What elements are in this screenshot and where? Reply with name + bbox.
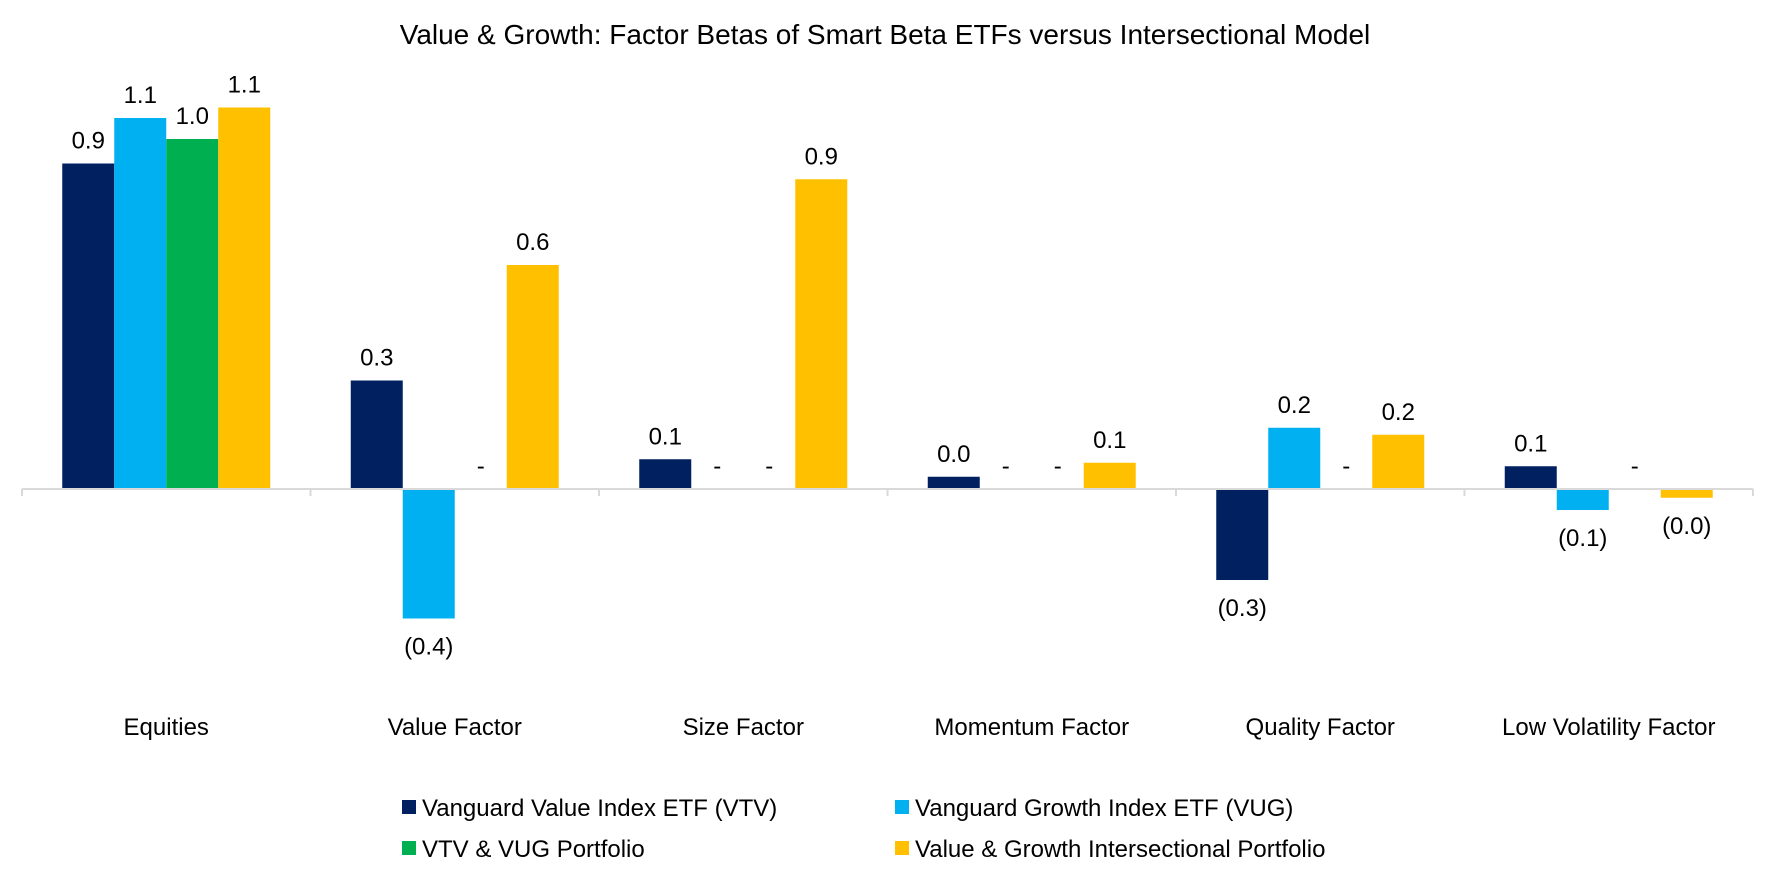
legend-label: Value & Growth Intersectional Portfolio xyxy=(915,836,1325,863)
data-label-vanguard-growth-index-etf-vug-low-volatility-factor: (0.1) xyxy=(1558,525,1607,552)
bar-value-growth-intersectional-portfolio-value-factor xyxy=(506,265,559,489)
x-axis: Equities Value Factor Size Factor Momentum … xyxy=(21,488,1754,741)
data-label-vtv-vug-portfolio-size-factor: - xyxy=(765,453,773,480)
legend-item-vanguard-value-index-etf-vtv: Vanguard Value Index ETF (VTV) xyxy=(402,795,777,822)
data-label-vanguard-value-index-etf-vtv-momentum-factor: 0.0 xyxy=(937,441,970,468)
data-label-vanguard-value-index-etf-vtv-equities: 0.9 xyxy=(72,128,105,155)
data-label-vanguard-growth-index-etf-vug-equities: 1.1 xyxy=(124,82,157,109)
legend-swatch xyxy=(402,841,416,855)
data-label-vanguard-value-index-etf-vtv-low-volatility-factor: 0.1 xyxy=(1514,430,1547,457)
bar-vanguard-growth-index-etf-vug-equities xyxy=(114,118,167,489)
bar-value-growth-intersectional-portfolio-quality-factor xyxy=(1372,434,1425,489)
legend-label: Vanguard Growth Index ETF (VUG) xyxy=(915,795,1293,822)
bar-vanguard-growth-index-etf-vug-value-factor xyxy=(402,489,455,619)
bar-vanguard-value-index-etf-vtv-quality-factor xyxy=(1216,489,1269,580)
category-label-value-factor: Value Factor xyxy=(388,714,522,741)
data-label-vanguard-growth-index-etf-vug-value-factor: (0.4) xyxy=(404,634,453,661)
data-label-value-growth-intersectional-portfolio-momentum-factor: 0.1 xyxy=(1093,427,1126,454)
data-label-value-growth-intersectional-portfolio-low-volatility-factor: (0.0) xyxy=(1662,513,1711,540)
data-label-vtv-vug-portfolio-quality-factor: - xyxy=(1342,453,1350,480)
data-label-vanguard-value-index-etf-vtv-value-factor: 0.3 xyxy=(360,345,393,372)
bar-vanguard-growth-index-etf-vug-quality-factor xyxy=(1268,427,1321,489)
legend-label: Vanguard Value Index ETF (VTV) xyxy=(422,795,777,822)
data-label-value-growth-intersectional-portfolio-size-factor: 0.9 xyxy=(805,143,838,170)
category-label-size-factor: Size Factor xyxy=(683,714,804,741)
data-labels-layer: 0.9 1.1 1.0 1.1 0.3 (0.4) - 0.6 0.1 - - 0.9 0.0 - - 0.1… xyxy=(72,72,1712,661)
bar-vanguard-value-index-etf-vtv-size-factor xyxy=(639,459,692,489)
legend-swatch xyxy=(895,800,909,814)
category-label-quality-factor: Quality Factor xyxy=(1246,714,1395,741)
legend-item-vtv-vug-portfolio: VTV & VUG Portfolio xyxy=(402,836,645,863)
data-label-value-growth-intersectional-portfolio-quality-factor: 0.2 xyxy=(1382,399,1415,426)
data-label-vanguard-growth-index-etf-vug-quality-factor: 0.2 xyxy=(1278,392,1311,419)
category-label-low-volatility-factor: Low Volatility Factor xyxy=(1502,714,1715,741)
bar-vanguard-value-index-etf-vtv-equities xyxy=(62,163,115,489)
bars-layer xyxy=(62,107,1713,619)
bar-value-growth-intersectional-portfolio-low-volatility-factor xyxy=(1660,489,1713,498)
legend-swatch xyxy=(402,800,416,814)
data-label-vtv-vug-portfolio-momentum-factor: - xyxy=(1054,453,1062,480)
legend-swatch xyxy=(895,841,909,855)
bar-vtv-vug-portfolio-equities xyxy=(166,139,219,489)
data-label-vtv-vug-portfolio-low-volatility-factor: - xyxy=(1631,453,1639,480)
data-label-vtv-vug-portfolio-equities: 1.0 xyxy=(176,103,209,130)
data-label-vtv-vug-portfolio-value-factor: - xyxy=(477,453,485,480)
bar-vanguard-growth-index-etf-vug-low-volatility-factor xyxy=(1556,489,1609,510)
legend-item-value-growth-intersectional-portfolio: Value & Growth Intersectional Portfolio xyxy=(895,836,1325,863)
legend-label: VTV & VUG Portfolio xyxy=(422,836,645,863)
data-label-vanguard-growth-index-etf-vug-momentum-factor: - xyxy=(1002,453,1010,480)
legend-item-vanguard-growth-index-etf-vug: Vanguard Growth Index ETF (VUG) xyxy=(895,795,1293,822)
data-label-vanguard-growth-index-etf-vug-size-factor: - xyxy=(713,453,721,480)
data-label-vanguard-value-index-etf-vtv-quality-factor: (0.3) xyxy=(1218,595,1267,622)
bar-vanguard-value-index-etf-vtv-low-volatility-factor xyxy=(1504,466,1557,489)
bar-value-growth-intersectional-portfolio-momentum-factor xyxy=(1083,462,1136,489)
bar-value-growth-intersectional-portfolio-equities xyxy=(218,107,271,489)
legend: Vanguard Value Index ETF (VTV) Vanguard G… xyxy=(402,795,1325,863)
data-label-vanguard-value-index-etf-vtv-size-factor: 0.1 xyxy=(649,423,682,450)
category-label-momentum-factor: Momentum Factor xyxy=(934,714,1129,741)
bar-value-growth-intersectional-portfolio-size-factor xyxy=(795,179,848,489)
bar-vanguard-value-index-etf-vtv-value-factor xyxy=(350,380,403,489)
bar-vanguard-value-index-etf-vtv-momentum-factor xyxy=(927,476,980,489)
category-label-equities: Equities xyxy=(124,714,209,741)
data-label-value-growth-intersectional-portfolio-equities: 1.1 xyxy=(228,72,261,99)
chart-title: Value & Growth: Factor Betas of Smart Be… xyxy=(400,19,1371,50)
data-label-value-growth-intersectional-portfolio-value-factor: 0.6 xyxy=(516,229,549,256)
